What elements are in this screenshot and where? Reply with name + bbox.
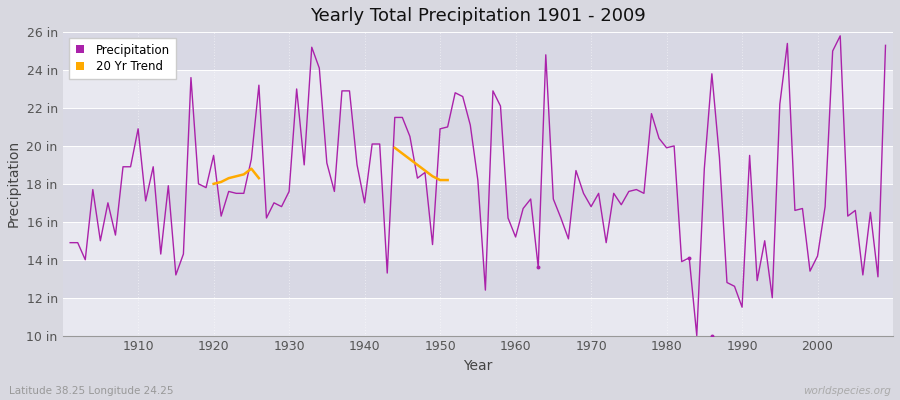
Bar	[63, 146, 893, 184]
X-axis label: Year: Year	[464, 359, 492, 373]
Y-axis label: Precipitation: Precipitation	[7, 140, 21, 228]
Legend: Precipitation, 20 Yr Trend: Precipitation, 20 Yr Trend	[68, 38, 176, 79]
Bar	[63, 222, 893, 260]
Bar	[63, 108, 893, 146]
Bar	[63, 184, 893, 222]
Point	[531, 264, 545, 270]
Text: Latitude 38.25 Longitude 24.25: Latitude 38.25 Longitude 24.25	[9, 386, 174, 396]
Bar	[63, 260, 893, 298]
Point	[705, 332, 719, 339]
Point	[682, 255, 697, 261]
Bar	[63, 70, 893, 108]
Bar	[63, 32, 893, 70]
Text: worldspecies.org: worldspecies.org	[803, 386, 891, 396]
Bar	[63, 298, 893, 336]
Title: Yearly Total Precipitation 1901 - 2009: Yearly Total Precipitation 1901 - 2009	[310, 7, 645, 25]
